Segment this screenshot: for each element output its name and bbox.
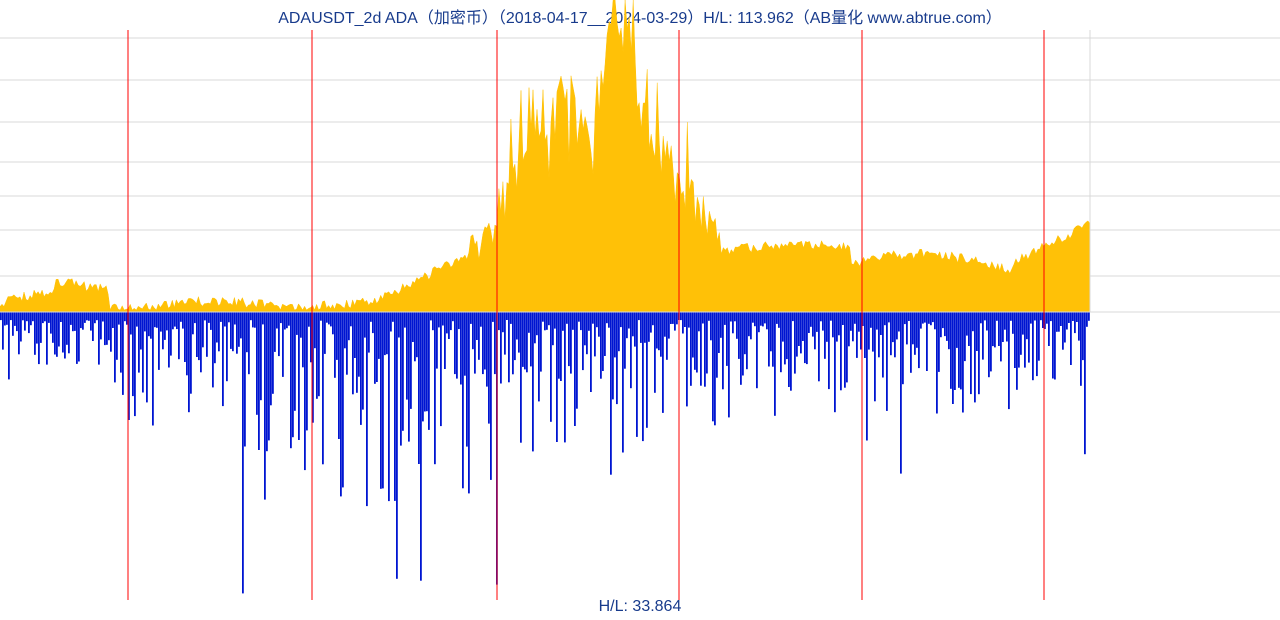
chart-container: ADAUSDT_2d ADA（加密币）（2018-04-17__2024-03-… (0, 0, 1280, 620)
chart-plot (0, 0, 1280, 620)
chart-title-bottom: H/L: 33.864 (0, 598, 1280, 616)
chart-svg (0, 0, 1280, 620)
